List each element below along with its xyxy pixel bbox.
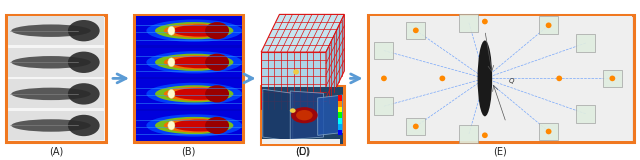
Ellipse shape xyxy=(147,51,242,73)
Bar xyxy=(136,16,242,45)
Text: (D): (D) xyxy=(295,146,310,156)
Ellipse shape xyxy=(68,20,100,41)
Ellipse shape xyxy=(68,52,100,73)
Polygon shape xyxy=(290,91,323,139)
Bar xyxy=(262,87,343,144)
Bar xyxy=(136,79,242,109)
Ellipse shape xyxy=(155,85,234,103)
Bar xyxy=(338,118,342,124)
Bar xyxy=(576,105,595,123)
Ellipse shape xyxy=(291,107,317,123)
Polygon shape xyxy=(326,14,344,109)
Bar xyxy=(370,16,632,141)
Ellipse shape xyxy=(205,54,229,71)
Ellipse shape xyxy=(147,83,242,105)
Ellipse shape xyxy=(12,24,91,37)
Bar xyxy=(406,21,426,39)
Bar xyxy=(603,70,622,87)
Ellipse shape xyxy=(205,22,229,39)
Ellipse shape xyxy=(205,85,229,103)
Bar xyxy=(374,42,394,60)
Ellipse shape xyxy=(546,129,552,134)
Ellipse shape xyxy=(164,24,229,38)
Bar xyxy=(338,95,342,101)
Polygon shape xyxy=(261,52,326,109)
Ellipse shape xyxy=(164,55,229,69)
Bar xyxy=(460,14,479,32)
Ellipse shape xyxy=(413,124,419,129)
Ellipse shape xyxy=(155,117,234,134)
Bar xyxy=(539,123,558,140)
Ellipse shape xyxy=(147,20,242,42)
Ellipse shape xyxy=(205,117,229,134)
Ellipse shape xyxy=(12,56,91,68)
Bar xyxy=(261,86,344,144)
Text: (E): (E) xyxy=(493,146,508,156)
Text: (B): (B) xyxy=(182,146,196,156)
Ellipse shape xyxy=(482,19,488,24)
Bar xyxy=(8,48,104,77)
Text: Q: Q xyxy=(509,78,514,84)
Ellipse shape xyxy=(12,119,91,132)
Bar xyxy=(576,34,595,52)
Ellipse shape xyxy=(168,89,175,98)
Ellipse shape xyxy=(168,121,175,130)
Ellipse shape xyxy=(147,114,242,137)
Bar xyxy=(368,15,634,142)
Ellipse shape xyxy=(168,26,175,35)
Bar xyxy=(6,15,106,142)
Ellipse shape xyxy=(173,56,227,68)
Bar xyxy=(539,16,558,34)
Ellipse shape xyxy=(173,120,227,131)
Bar xyxy=(8,111,104,140)
Polygon shape xyxy=(261,14,344,52)
Bar xyxy=(8,79,104,108)
Bar xyxy=(338,112,342,118)
Ellipse shape xyxy=(155,54,234,71)
Bar xyxy=(134,15,243,142)
Text: (A): (A) xyxy=(49,146,63,156)
Ellipse shape xyxy=(556,76,562,81)
Ellipse shape xyxy=(164,118,229,133)
Ellipse shape xyxy=(609,76,615,81)
Ellipse shape xyxy=(290,108,296,113)
Bar xyxy=(338,101,342,107)
Bar xyxy=(374,97,394,115)
Bar xyxy=(136,48,242,77)
Ellipse shape xyxy=(68,83,100,105)
Ellipse shape xyxy=(155,22,234,39)
Bar xyxy=(136,111,242,140)
Ellipse shape xyxy=(168,58,175,67)
Ellipse shape xyxy=(381,76,387,81)
Ellipse shape xyxy=(477,40,492,116)
Ellipse shape xyxy=(440,76,445,81)
Text: (C): (C) xyxy=(296,146,310,156)
Bar xyxy=(338,124,342,130)
Ellipse shape xyxy=(296,110,313,120)
Ellipse shape xyxy=(293,69,299,75)
Bar xyxy=(338,130,342,135)
Ellipse shape xyxy=(173,25,227,37)
Bar xyxy=(460,125,479,143)
Bar xyxy=(338,107,342,112)
Ellipse shape xyxy=(164,87,229,101)
Ellipse shape xyxy=(68,115,100,136)
Polygon shape xyxy=(263,89,292,141)
Bar xyxy=(262,139,340,144)
Ellipse shape xyxy=(12,88,91,100)
Ellipse shape xyxy=(173,88,227,100)
Polygon shape xyxy=(317,95,342,135)
Ellipse shape xyxy=(546,22,552,28)
Ellipse shape xyxy=(482,132,488,138)
Bar xyxy=(8,16,104,45)
Ellipse shape xyxy=(413,28,419,33)
Bar xyxy=(406,118,426,135)
